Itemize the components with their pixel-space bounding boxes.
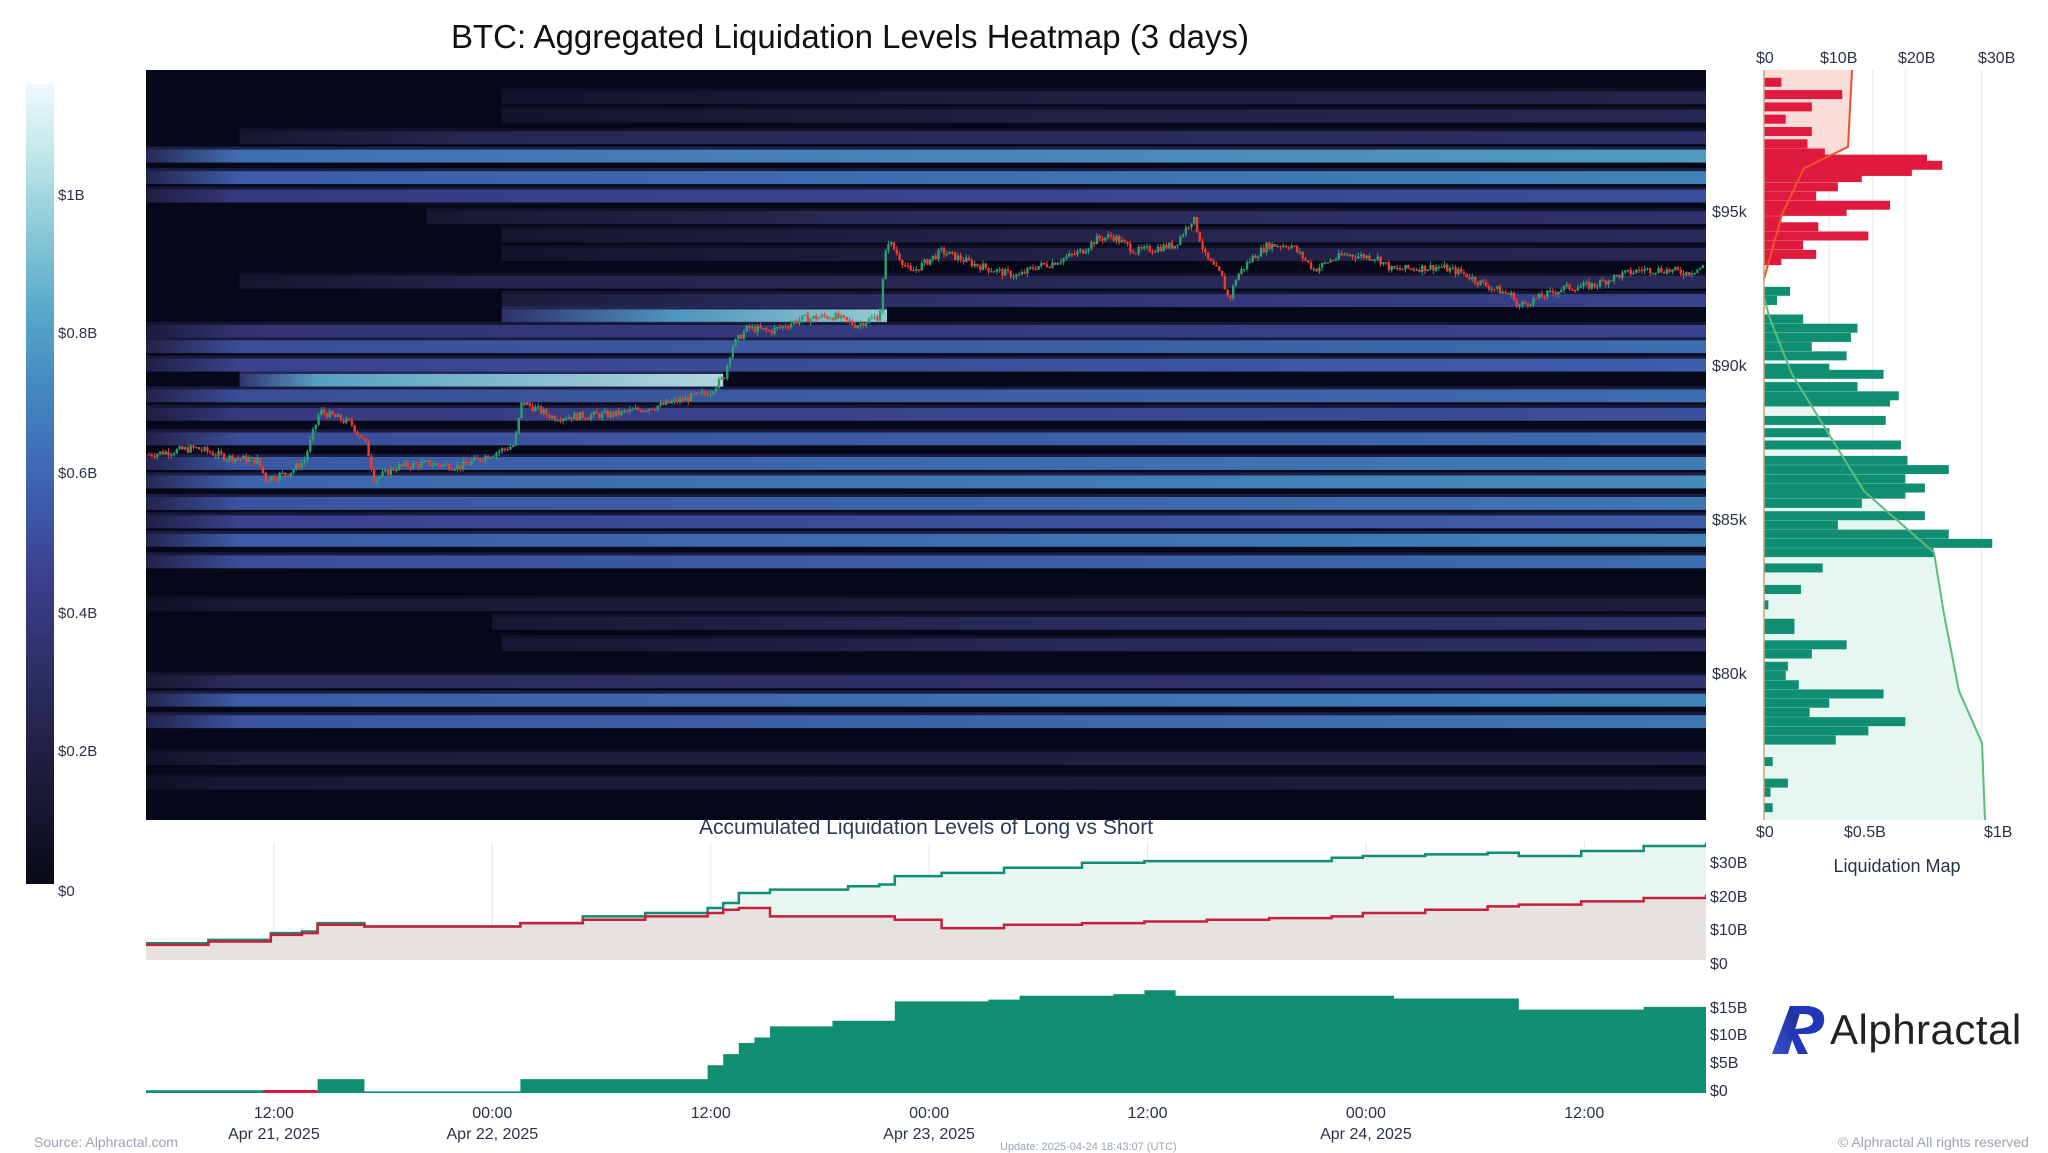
time-tick-date: Apr 24, 2025 bbox=[1320, 1126, 1412, 1143]
accumulated-tick: $20B bbox=[1710, 888, 1748, 906]
accumulated-canvas bbox=[146, 842, 1708, 960]
alphractal-logo-icon bbox=[1772, 1006, 1825, 1054]
colorbar-tick: $0.2B bbox=[58, 743, 98, 760]
liquidation-heatmap[interactable] bbox=[146, 70, 1706, 820]
profile-bottom-tick: $1B bbox=[1984, 824, 2013, 841]
difference-tick: $0 bbox=[1710, 1083, 1728, 1100]
accumulated-tick: $0 bbox=[1710, 956, 1728, 973]
liquidation-map-label: Liquidation Map bbox=[1833, 856, 1961, 876]
time-tick: 00:00 Apr 23, 2025 bbox=[859, 1103, 999, 1145]
brand-name: Alphractal bbox=[1830, 1006, 2022, 1053]
difference-tick: $10B bbox=[1710, 1027, 1748, 1045]
time-tick-hour: 12:00 bbox=[1564, 1105, 1605, 1122]
price-tick: $80k bbox=[1712, 665, 1747, 683]
copyright: © Alphractal All rights reserved bbox=[1838, 1134, 2029, 1150]
difference-tick: $15B bbox=[1710, 999, 1748, 1017]
time-tick-hour: 00:00 bbox=[1345, 1105, 1386, 1122]
price-tick: $90k bbox=[1712, 358, 1747, 376]
time-tick-date: Apr 23, 2025 bbox=[883, 1126, 975, 1143]
colorbar-tick: $1B bbox=[58, 187, 85, 204]
colorbar-tick: $0.8B bbox=[58, 325, 98, 343]
profile-top-tick: $0 bbox=[1756, 50, 1774, 67]
time-tick-date: Apr 22, 2025 bbox=[446, 1126, 539, 1143]
long-short-difference-chart[interactable] bbox=[146, 985, 1706, 1097]
accumulated-tick: $30B bbox=[1710, 855, 1748, 873]
colorbar bbox=[26, 84, 54, 884]
time-tick-hour: 12:00 bbox=[1127, 1105, 1168, 1122]
accumulated-title: Accumulated Liquidation Levels of Long v… bbox=[698, 816, 1154, 839]
price-tick: $95k bbox=[1712, 204, 1747, 222]
time-tick: 12:00 bbox=[1514, 1103, 1654, 1124]
time-tick-hour: 12:00 bbox=[253, 1105, 294, 1122]
colorbar-tick: $0 bbox=[58, 883, 75, 900]
update-timestamp: Update: 2025-04-24 18:43:07 (UTC) bbox=[1000, 1141, 1177, 1153]
difference-tick: $5B bbox=[1710, 1055, 1739, 1073]
liquidation-map-profile[interactable] bbox=[1762, 69, 2032, 821]
time-tick-hour: 00:00 bbox=[909, 1105, 950, 1122]
profile-bottom-tick: $0.5B bbox=[1844, 824, 1886, 841]
accumulated-long-short-chart[interactable] bbox=[146, 836, 1708, 964]
profile-top-tick: $20B bbox=[1898, 50, 1936, 67]
source-label: Source: Alphractal.com bbox=[34, 1134, 178, 1150]
time-tick-hour: 12:00 bbox=[690, 1105, 731, 1122]
accumulated-tick: $10B bbox=[1710, 922, 1748, 940]
time-tick-hour: 00:00 bbox=[472, 1105, 513, 1122]
colorbar-tick: $0.6B bbox=[58, 464, 98, 482]
chart-title: BTC: Aggregated Liquidation Levels Heatm… bbox=[451, 18, 1249, 55]
profile-top-tick: $30B bbox=[1978, 50, 2016, 67]
time-tick: 12:00 bbox=[1078, 1103, 1218, 1124]
profile-bottom-tick: $0 bbox=[1756, 824, 1774, 841]
profile-canvas bbox=[1763, 69, 1993, 821]
colorbar-tick: $0.4B bbox=[58, 604, 98, 622]
price-tick: $85k bbox=[1712, 511, 1747, 529]
time-tick: 12:00 bbox=[641, 1103, 781, 1124]
time-tick-date: Apr 21, 2025 bbox=[228, 1126, 320, 1143]
time-tick: 00:00 Apr 22, 2025 bbox=[422, 1103, 562, 1145]
profile-top-tick: $10B bbox=[1820, 50, 1858, 67]
difference-canvas bbox=[146, 990, 1706, 1093]
time-tick: 12:00 Apr 21, 2025 bbox=[204, 1103, 344, 1145]
heatmap-canvas bbox=[146, 88, 1706, 790]
time-tick: 00:00 Apr 24, 2025 bbox=[1296, 1103, 1436, 1145]
